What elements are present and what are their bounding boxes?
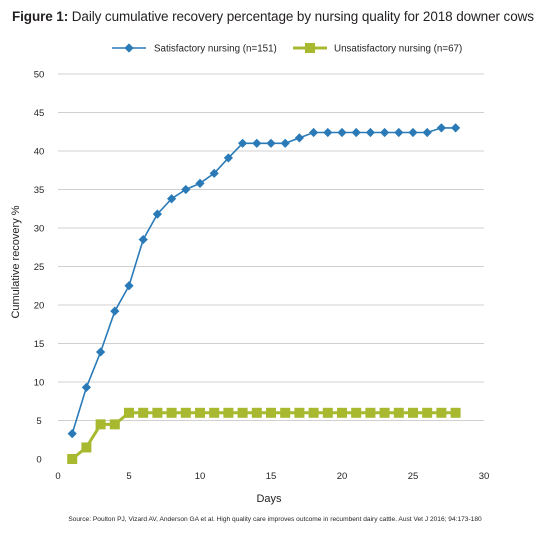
axes: 0 5 10 15 20 25 30 35 40 45 50 0 5 10 15 20 25 30 — [34, 70, 490, 483]
data-point-square — [393, 407, 404, 418]
data-point-diamond — [252, 138, 262, 148]
y-tick-label: 40 — [34, 147, 45, 158]
data-point-square — [266, 407, 276, 418]
data-point-diamond — [436, 123, 446, 133]
data-point-diamond — [394, 127, 404, 138]
y-axis-label: Cumulative recovery % — [10, 205, 22, 318]
data-point-square — [152, 407, 163, 418]
data-point-diamond — [181, 184, 191, 195]
data-point-square — [180, 407, 191, 418]
data-point-square — [138, 407, 149, 418]
data-point-diamond — [152, 209, 162, 219]
data-point-diamond — [451, 123, 461, 133]
data-point-diamond — [96, 347, 106, 357]
data-point-diamond — [81, 382, 91, 392]
data-point-square — [280, 407, 291, 418]
data-point-diamond — [337, 127, 347, 138]
data-point-diamond — [238, 138, 248, 148]
data-point-diamond — [294, 133, 304, 143]
series-0 — [67, 123, 461, 439]
y-tick-label: 50 — [34, 70, 45, 81]
gridlines — [58, 73, 484, 421]
data-point-square — [436, 407, 447, 418]
legend: Satisfactory nursing (n=151) Unsatisfacto… — [112, 43, 462, 55]
x-tick-label: 20 — [337, 471, 348, 482]
legend-marker-diamond — [124, 43, 134, 53]
figure-label: Figure 1: — [12, 9, 69, 24]
data-point-diamond — [422, 127, 432, 138]
legend-item-0: Satisfactory nursing (n=151) — [112, 43, 277, 55]
data-point-square — [67, 454, 78, 464]
data-point-diamond — [124, 281, 134, 291]
x-tick-label: 0 — [55, 471, 60, 482]
data-point-square — [337, 407, 347, 418]
data-point-square — [209, 407, 220, 418]
y-tick-label: 0 — [36, 455, 41, 466]
data-point-diamond — [365, 127, 375, 138]
data-point-square — [251, 407, 262, 418]
data-point-square — [166, 407, 177, 418]
legend-label: Unsatisfactory nursing (n=67) — [334, 44, 462, 55]
figure-title-text: Daily cumulative recovery percentage by … — [71, 9, 534, 24]
data-point-square — [308, 407, 319, 418]
y-tick-label: 5 — [36, 416, 41, 427]
legend-marker-square — [305, 43, 315, 53]
data-point-square — [422, 407, 433, 418]
data-point-diamond — [209, 168, 219, 178]
x-tick-label: 15 — [266, 471, 277, 482]
data-point-diamond — [266, 138, 276, 148]
data-point-diamond — [280, 138, 290, 148]
series-layer — [67, 123, 461, 464]
data-point-square — [294, 407, 305, 418]
data-point-diamond — [223, 153, 233, 163]
data-point-square — [95, 419, 106, 430]
data-point-square — [379, 407, 390, 418]
x-tick-label: 25 — [408, 471, 419, 482]
data-point-diamond — [309, 127, 319, 138]
data-point-diamond — [351, 127, 361, 138]
y-tick-label: 25 — [34, 262, 45, 273]
y-tick-label: 10 — [34, 378, 45, 389]
data-point-square — [223, 407, 234, 418]
data-point-diamond — [380, 127, 390, 138]
y-tick-label: 45 — [34, 108, 45, 119]
data-point-square — [81, 442, 92, 453]
figure-title: Figure 1: Daily cumulative recovery perc… — [12, 9, 534, 24]
legend-label: Satisfactory nursing (n=151) — [154, 44, 277, 55]
data-point-diamond — [195, 178, 205, 188]
x-axis-label: Days — [256, 493, 282, 505]
x-tick-label: 5 — [126, 471, 131, 482]
data-point-square — [109, 419, 120, 430]
data-point-square — [351, 407, 362, 418]
y-tick-label: 35 — [34, 185, 45, 196]
x-tick-label: 30 — [479, 471, 490, 482]
data-point-square — [450, 407, 461, 418]
legend-item-1: Unsatisfactory nursing (n=67) — [293, 43, 462, 55]
data-point-diamond — [167, 194, 177, 204]
y-tick-label: 20 — [34, 301, 45, 312]
source-note: Source: Poulton PJ, Vizard AV, Anderson … — [68, 516, 482, 523]
data-point-square — [322, 407, 333, 418]
data-point-diamond — [138, 234, 148, 245]
data-point-square — [365, 407, 376, 418]
series-line — [71, 411, 456, 461]
series-line — [71, 127, 456, 434]
y-tick-label: 30 — [34, 224, 45, 235]
x-tick-label: 10 — [195, 471, 206, 482]
data-point-diamond — [110, 306, 120, 316]
data-point-diamond — [67, 428, 77, 439]
data-point-square — [124, 407, 134, 418]
data-point-diamond — [323, 127, 333, 138]
data-point-square — [408, 407, 418, 418]
series-1 — [67, 407, 461, 464]
data-point-diamond — [408, 127, 418, 138]
y-tick-label: 15 — [34, 339, 45, 350]
data-point-square — [237, 407, 248, 418]
data-point-square — [195, 407, 205, 418]
